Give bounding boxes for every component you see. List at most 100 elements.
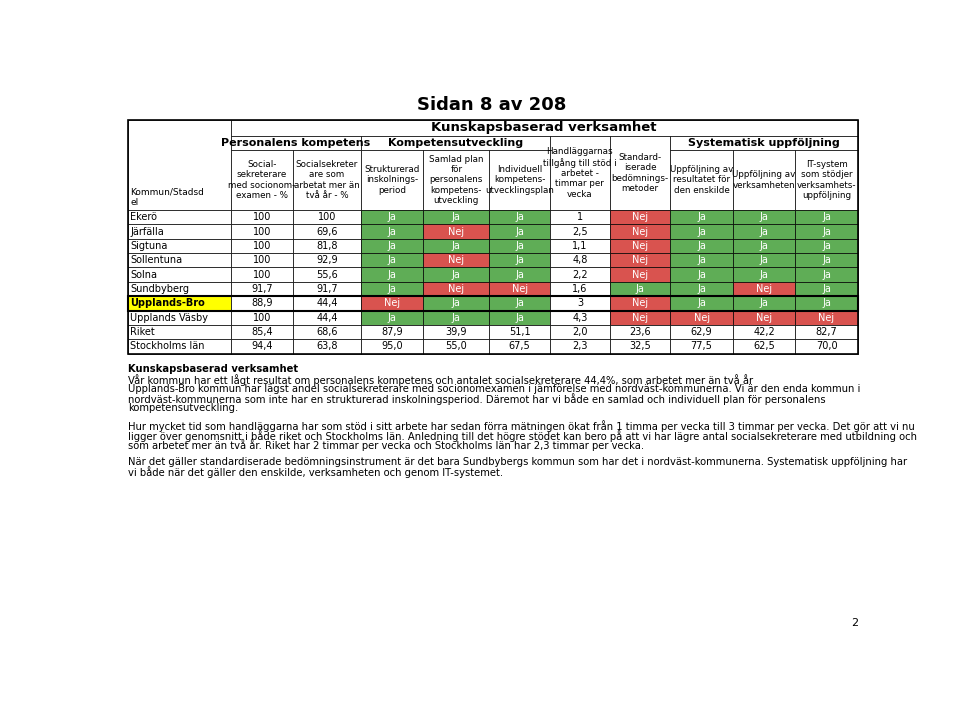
Bar (128, 120, 230, 210)
Bar (361, 310, 423, 325)
Bar (490, 282, 550, 296)
Bar (490, 339, 550, 354)
Text: 82,7: 82,7 (816, 327, 837, 337)
Text: 55,6: 55,6 (316, 270, 338, 279)
Bar (128, 282, 230, 296)
Bar (610, 325, 670, 339)
Text: Ja: Ja (697, 227, 706, 237)
Text: 100: 100 (252, 212, 271, 222)
Text: Ja: Ja (516, 298, 524, 308)
Text: Personalens kompetens: Personalens kompetens (221, 138, 371, 148)
Text: 68,6: 68,6 (316, 327, 338, 337)
Bar (128, 120, 858, 354)
Text: Ja: Ja (697, 298, 706, 308)
Bar (361, 225, 423, 239)
Text: Ja: Ja (759, 270, 769, 279)
Bar (293, 296, 361, 310)
Text: Samlad plan
för
personalens
kompetens-
utveckling: Samlad plan för personalens kompetens- u… (429, 155, 484, 205)
Bar (610, 296, 670, 310)
Text: Sidan 8 av 208: Sidan 8 av 208 (418, 96, 566, 113)
Text: Nej: Nej (512, 284, 528, 294)
Text: Ja: Ja (697, 212, 706, 222)
Text: Vår kommun har ett lågt resultat om personalens kompetens och antalet socialsekr: Vår kommun har ett lågt resultat om pers… (128, 374, 753, 386)
Text: 100: 100 (318, 212, 336, 222)
Bar (230, 310, 293, 325)
Text: Ja: Ja (759, 241, 769, 251)
Bar (293, 325, 361, 339)
Text: 2: 2 (851, 618, 858, 628)
Bar (423, 339, 490, 354)
Bar (361, 296, 423, 310)
Text: Ja: Ja (452, 241, 461, 251)
Bar (795, 239, 858, 253)
Bar (610, 282, 670, 296)
Bar (550, 339, 610, 354)
Text: 42,2: 42,2 (754, 327, 775, 337)
Text: Nej: Nej (632, 227, 648, 237)
Text: Ja: Ja (822, 284, 831, 294)
Text: 1,6: 1,6 (572, 284, 588, 294)
Bar (610, 225, 670, 239)
Text: 62,5: 62,5 (754, 342, 775, 352)
Text: Socialsekreter
are som
arbetat mer än
två år - %: Socialsekreter are som arbetat mer än tv… (294, 160, 360, 200)
Text: Ja: Ja (388, 227, 396, 237)
Bar (550, 210, 610, 225)
Text: Ja: Ja (388, 313, 396, 323)
Bar (610, 339, 670, 354)
Text: Ja: Ja (759, 212, 769, 222)
Bar (550, 135, 610, 210)
Bar (795, 282, 858, 296)
Text: 62,9: 62,9 (691, 327, 712, 337)
Bar (293, 225, 361, 239)
Text: 100: 100 (252, 270, 271, 279)
Text: 94,4: 94,4 (252, 342, 273, 352)
Bar (670, 339, 732, 354)
Text: Ja: Ja (822, 255, 831, 265)
Text: 1,1: 1,1 (572, 241, 588, 251)
Text: Nej: Nej (632, 298, 648, 308)
Bar (795, 310, 858, 325)
Bar (732, 282, 795, 296)
Text: 39,9: 39,9 (445, 327, 468, 337)
Bar (230, 210, 293, 225)
Bar (670, 296, 732, 310)
Bar (361, 282, 423, 296)
Bar (128, 339, 230, 354)
Text: Ja: Ja (388, 255, 396, 265)
Bar (795, 225, 858, 239)
Text: Sundbyberg: Sundbyberg (130, 284, 189, 294)
Text: Ja: Ja (636, 284, 644, 294)
Bar (423, 239, 490, 253)
Text: 95,0: 95,0 (381, 342, 403, 352)
Bar (732, 267, 795, 282)
Bar (423, 296, 490, 310)
Bar (230, 120, 858, 135)
Bar (490, 325, 550, 339)
Bar (128, 225, 230, 239)
Bar (230, 135, 361, 150)
Text: 2,5: 2,5 (572, 227, 588, 237)
Bar (361, 239, 423, 253)
Bar (293, 239, 361, 253)
Text: Ja: Ja (516, 241, 524, 251)
Text: 55,0: 55,0 (445, 342, 468, 352)
Bar (670, 135, 858, 150)
Bar (490, 296, 550, 310)
Text: 32,5: 32,5 (630, 342, 651, 352)
Text: Ja: Ja (388, 284, 396, 294)
Text: Ja: Ja (452, 212, 461, 222)
Text: 3: 3 (577, 298, 583, 308)
Text: Nej: Nej (756, 313, 772, 323)
Text: Handläggarnas
tillgång till stöd i
arbetet -
timmar per
vecka: Handläggarnas tillgång till stöd i arbet… (543, 147, 616, 199)
Text: Nej: Nej (632, 313, 648, 323)
Text: Ekerö: Ekerö (130, 212, 157, 222)
Text: vi både när det gäller den enskilde, verksamheten och genom IT-systemet.: vi både när det gäller den enskilde, ver… (128, 466, 503, 478)
Text: 1: 1 (577, 212, 583, 222)
Text: Ja: Ja (452, 313, 461, 323)
Bar (732, 310, 795, 325)
Text: Upplands Väsby: Upplands Väsby (130, 313, 208, 323)
Bar (550, 225, 610, 239)
Text: Nej: Nej (448, 227, 465, 237)
Text: Nej: Nej (819, 313, 834, 323)
Bar (670, 325, 732, 339)
